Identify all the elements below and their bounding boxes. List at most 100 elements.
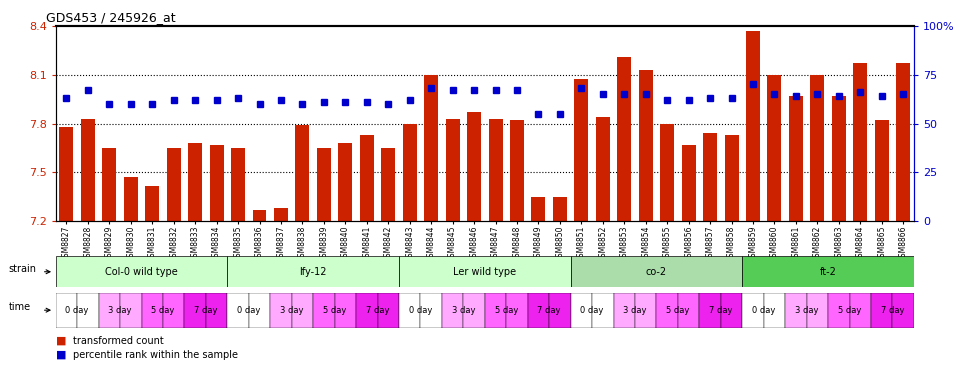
Bar — [464, 293, 485, 328]
Bar — [850, 293, 871, 328]
Text: Ler wild type: Ler wild type — [453, 267, 516, 277]
Bar — [700, 293, 721, 328]
Bar — [317, 148, 331, 221]
Text: 5 day: 5 day — [152, 306, 175, 315]
Text: Col-0 wild type: Col-0 wild type — [106, 267, 178, 277]
Bar — [205, 293, 228, 328]
Bar — [77, 293, 99, 328]
Text: 5 day: 5 day — [494, 306, 518, 315]
Bar — [489, 119, 502, 221]
Text: 7 day: 7 day — [538, 306, 561, 315]
Bar — [510, 120, 524, 221]
Bar — [99, 293, 120, 328]
Bar — [338, 143, 352, 221]
Bar — [381, 148, 396, 221]
Text: lfy-12: lfy-12 — [300, 267, 327, 277]
Bar — [897, 63, 910, 221]
Bar — [789, 96, 803, 221]
Bar — [56, 256, 228, 287]
Bar — [274, 208, 288, 221]
Bar — [810, 75, 825, 221]
Text: 7 day: 7 day — [366, 306, 389, 315]
Bar — [167, 148, 180, 221]
Bar — [721, 293, 742, 328]
Bar — [764, 293, 785, 328]
Bar — [570, 256, 742, 287]
Text: co-2: co-2 — [646, 267, 667, 277]
Text: percentile rank within the sample: percentile rank within the sample — [73, 350, 238, 360]
Text: strain: strain — [9, 264, 36, 274]
Text: 0 day: 0 day — [581, 306, 604, 315]
Bar — [124, 178, 137, 221]
Bar — [785, 293, 806, 328]
Text: 0 day: 0 day — [237, 306, 260, 315]
Bar — [145, 186, 159, 221]
Text: 0 day: 0 day — [752, 306, 776, 315]
Bar — [399, 256, 570, 287]
Bar — [360, 135, 373, 221]
Text: time: time — [9, 302, 31, 312]
Bar — [832, 96, 846, 221]
Text: ■: ■ — [56, 336, 66, 346]
Bar — [292, 293, 313, 328]
Text: 3 day: 3 day — [795, 306, 818, 315]
Text: 0 day: 0 day — [409, 306, 432, 315]
Text: 0 day: 0 day — [65, 306, 89, 315]
Bar — [335, 293, 356, 328]
Bar — [871, 293, 893, 328]
Bar — [742, 293, 764, 328]
Bar — [399, 293, 420, 328]
Bar — [506, 293, 528, 328]
Bar — [553, 197, 566, 221]
Text: 3 day: 3 day — [623, 306, 647, 315]
Bar — [746, 30, 760, 221]
Bar — [403, 124, 417, 221]
Text: 3 day: 3 day — [280, 306, 303, 315]
Bar — [81, 119, 95, 221]
Bar — [635, 293, 657, 328]
Bar — [596, 117, 610, 221]
Bar — [188, 143, 203, 221]
Bar — [420, 293, 442, 328]
Text: GDS453 / 245926_at: GDS453 / 245926_at — [46, 11, 176, 24]
Bar — [231, 148, 245, 221]
Bar — [660, 124, 674, 221]
Bar — [141, 293, 163, 328]
Text: transformed count: transformed count — [73, 336, 164, 346]
Bar — [252, 210, 267, 221]
Bar — [120, 293, 141, 328]
Bar — [468, 112, 481, 221]
Bar — [356, 293, 377, 328]
Bar — [445, 119, 460, 221]
Text: ■: ■ — [56, 350, 66, 360]
Bar — [549, 293, 570, 328]
Bar — [296, 125, 309, 221]
Bar — [56, 293, 77, 328]
Bar — [424, 75, 438, 221]
Text: 5 day: 5 day — [838, 306, 861, 315]
Text: 7 day: 7 day — [880, 306, 904, 315]
Bar — [249, 293, 271, 328]
Bar — [617, 57, 632, 221]
Bar — [163, 293, 184, 328]
Text: 3 day: 3 day — [451, 306, 475, 315]
Bar — [228, 256, 399, 287]
Bar — [184, 293, 205, 328]
Bar — [678, 293, 700, 328]
Text: ft-2: ft-2 — [820, 267, 836, 277]
Text: 3 day: 3 day — [108, 306, 132, 315]
Bar — [828, 293, 850, 328]
Bar — [209, 145, 224, 221]
Bar — [528, 293, 549, 328]
Bar — [442, 293, 464, 328]
Bar — [657, 293, 678, 328]
Text: 7 day: 7 day — [709, 306, 732, 315]
Bar — [532, 197, 545, 221]
Bar — [313, 293, 335, 328]
Bar — [853, 63, 867, 221]
Bar — [703, 133, 717, 221]
Bar — [806, 293, 828, 328]
Bar — [574, 79, 588, 221]
Bar — [875, 120, 889, 221]
Bar — [60, 127, 73, 221]
